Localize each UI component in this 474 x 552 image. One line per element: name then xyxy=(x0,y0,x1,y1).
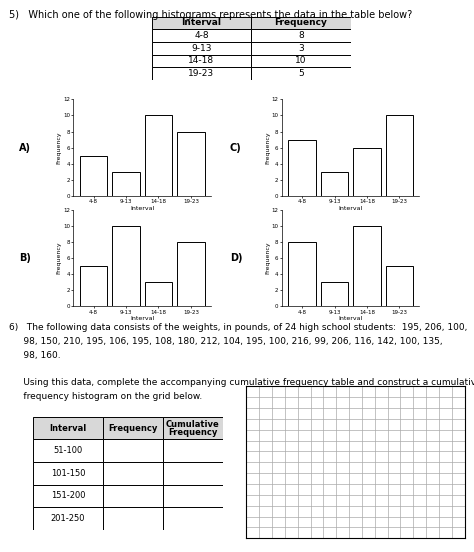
Y-axis label: Frequency: Frequency xyxy=(265,242,270,274)
Text: 98, 150, 210, 195, 106, 195, 108, 180, 212, 104, 195, 100, 216, 99, 206, 116, 14: 98, 150, 210, 195, 106, 195, 108, 180, 2… xyxy=(9,337,443,346)
Bar xyxy=(103,507,163,530)
Y-axis label: Frequency: Frequency xyxy=(56,242,62,274)
X-axis label: Interval: Interval xyxy=(130,206,155,211)
Bar xyxy=(177,242,205,306)
Bar xyxy=(152,29,251,42)
Text: 201-250: 201-250 xyxy=(51,514,85,523)
Bar xyxy=(163,417,223,439)
Y-axis label: Frequency: Frequency xyxy=(56,131,62,164)
Bar xyxy=(145,115,172,196)
Bar xyxy=(80,156,107,196)
Text: 9-13: 9-13 xyxy=(191,44,212,53)
Bar xyxy=(152,42,251,55)
Bar xyxy=(288,140,316,196)
Bar xyxy=(112,172,140,196)
X-axis label: Interval: Interval xyxy=(338,316,363,321)
Bar xyxy=(251,67,351,80)
Bar xyxy=(251,55,351,67)
Text: 5: 5 xyxy=(298,69,304,78)
Bar xyxy=(152,67,251,80)
Y-axis label: Frequency: Frequency xyxy=(265,131,270,164)
Text: 151-200: 151-200 xyxy=(51,491,85,501)
Text: D): D) xyxy=(230,253,242,263)
Bar xyxy=(103,462,163,485)
Bar xyxy=(163,462,223,485)
Bar xyxy=(251,17,351,29)
Bar xyxy=(103,417,163,439)
Text: frequency histogram on the grid below.: frequency histogram on the grid below. xyxy=(9,392,203,401)
Bar xyxy=(152,55,251,67)
Text: Interval: Interval xyxy=(182,18,221,28)
Bar xyxy=(163,485,223,507)
Bar xyxy=(112,226,140,306)
Bar xyxy=(33,507,103,530)
Text: 19-23: 19-23 xyxy=(188,69,215,78)
X-axis label: Interval: Interval xyxy=(338,206,363,211)
Bar xyxy=(103,439,163,462)
Text: 10: 10 xyxy=(295,56,307,66)
Text: B): B) xyxy=(19,253,31,263)
Text: 3: 3 xyxy=(298,44,304,53)
Text: Frequency: Frequency xyxy=(108,423,157,433)
Text: C): C) xyxy=(230,142,242,153)
Bar xyxy=(321,282,348,306)
Text: 6)   The following data consists of the weights, in pounds, of 24 high school st: 6) The following data consists of the we… xyxy=(9,323,468,332)
Bar xyxy=(251,42,351,55)
Bar xyxy=(103,485,163,507)
X-axis label: Interval: Interval xyxy=(130,316,155,321)
Text: 101-150: 101-150 xyxy=(51,469,85,478)
Bar xyxy=(145,282,172,306)
Bar xyxy=(251,29,351,42)
Bar xyxy=(353,226,381,306)
Bar xyxy=(353,147,381,196)
Text: Cumulative: Cumulative xyxy=(166,420,219,428)
Text: 51-100: 51-100 xyxy=(53,446,82,455)
Text: Frequency: Frequency xyxy=(168,428,218,437)
Bar xyxy=(163,507,223,530)
Bar xyxy=(386,115,413,196)
Text: 4-8: 4-8 xyxy=(194,31,209,40)
Bar xyxy=(386,266,413,306)
Bar xyxy=(80,266,107,306)
Bar xyxy=(33,439,103,462)
Bar xyxy=(163,439,223,462)
Text: 5)   Which one of the following histograms represents the data in the table belo: 5) Which one of the following histograms… xyxy=(9,10,413,20)
Text: Frequency: Frequency xyxy=(274,18,328,28)
Text: Using this data, complete the accompanying cumulative frequency table and constr: Using this data, complete the accompanyi… xyxy=(9,378,474,387)
Bar xyxy=(33,417,103,439)
Text: 8: 8 xyxy=(298,31,304,40)
Bar xyxy=(321,172,348,196)
Text: Interval: Interval xyxy=(49,423,87,433)
Text: 98, 160.: 98, 160. xyxy=(9,351,61,359)
Text: 14-18: 14-18 xyxy=(188,56,215,66)
Bar xyxy=(33,485,103,507)
Bar xyxy=(33,462,103,485)
Text: A): A) xyxy=(19,142,31,153)
Bar xyxy=(288,242,316,306)
Bar xyxy=(177,131,205,196)
Bar xyxy=(152,17,251,29)
